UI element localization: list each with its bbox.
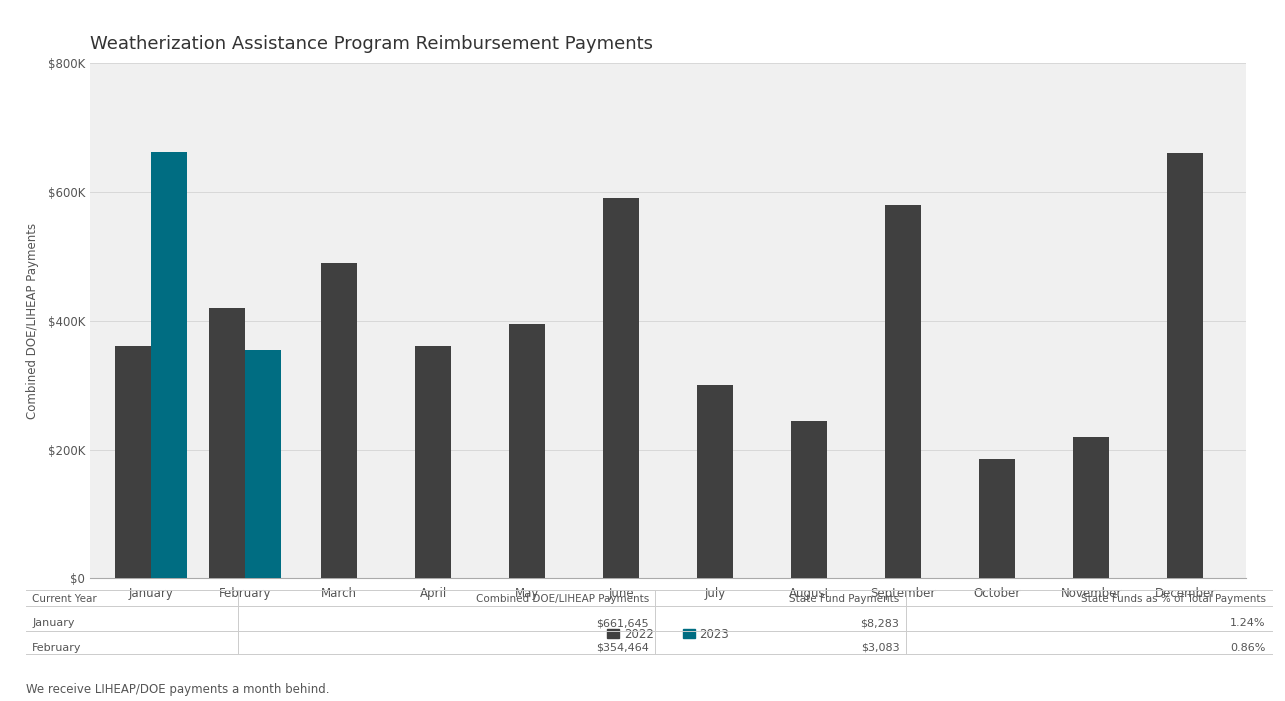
- Text: 0.86%: 0.86%: [1230, 643, 1266, 653]
- Text: $661,645: $661,645: [596, 618, 649, 628]
- Text: 1.24%: 1.24%: [1230, 618, 1266, 628]
- Text: February: February: [32, 643, 82, 653]
- Bar: [1168, 154, 1203, 578]
- Text: Weatherization Assistance Program Reimbursement Payments: Weatherization Assistance Program Reimbu…: [90, 35, 653, 53]
- Text: Combined DOE/LIHEAP Payments: Combined DOE/LIHEAP Payments: [475, 594, 649, 604]
- Y-axis label: Combined DOE/LIHEAP Payments: Combined DOE/LIHEAP Payments: [27, 223, 40, 418]
- Text: State Fund Payments: State Fund Payments: [789, 594, 900, 604]
- Bar: [1073, 437, 1109, 578]
- Bar: [885, 205, 921, 578]
- Text: Current Year: Current Year: [32, 594, 96, 604]
- Text: January: January: [32, 618, 75, 628]
- Text: We receive LIHEAP/DOE payments a month behind.: We receive LIHEAP/DOE payments a month b…: [26, 683, 329, 697]
- Bar: [116, 346, 152, 578]
- Text: $3,083: $3,083: [861, 643, 899, 653]
- Bar: [698, 385, 732, 578]
- Bar: [245, 350, 281, 578]
- Bar: [604, 198, 639, 578]
- Bar: [979, 459, 1015, 578]
- Text: State Funds as % of Total Payments: State Funds as % of Total Payments: [1081, 594, 1266, 604]
- Bar: [792, 421, 828, 578]
- Text: $354,464: $354,464: [596, 643, 649, 653]
- Bar: [321, 263, 357, 578]
- Bar: [152, 152, 186, 578]
- Bar: [509, 324, 545, 578]
- Bar: [415, 346, 451, 578]
- Text: $8,283: $8,283: [861, 618, 899, 628]
- Bar: [209, 308, 245, 578]
- Legend: 2022, 2023: 2022, 2023: [603, 623, 734, 646]
